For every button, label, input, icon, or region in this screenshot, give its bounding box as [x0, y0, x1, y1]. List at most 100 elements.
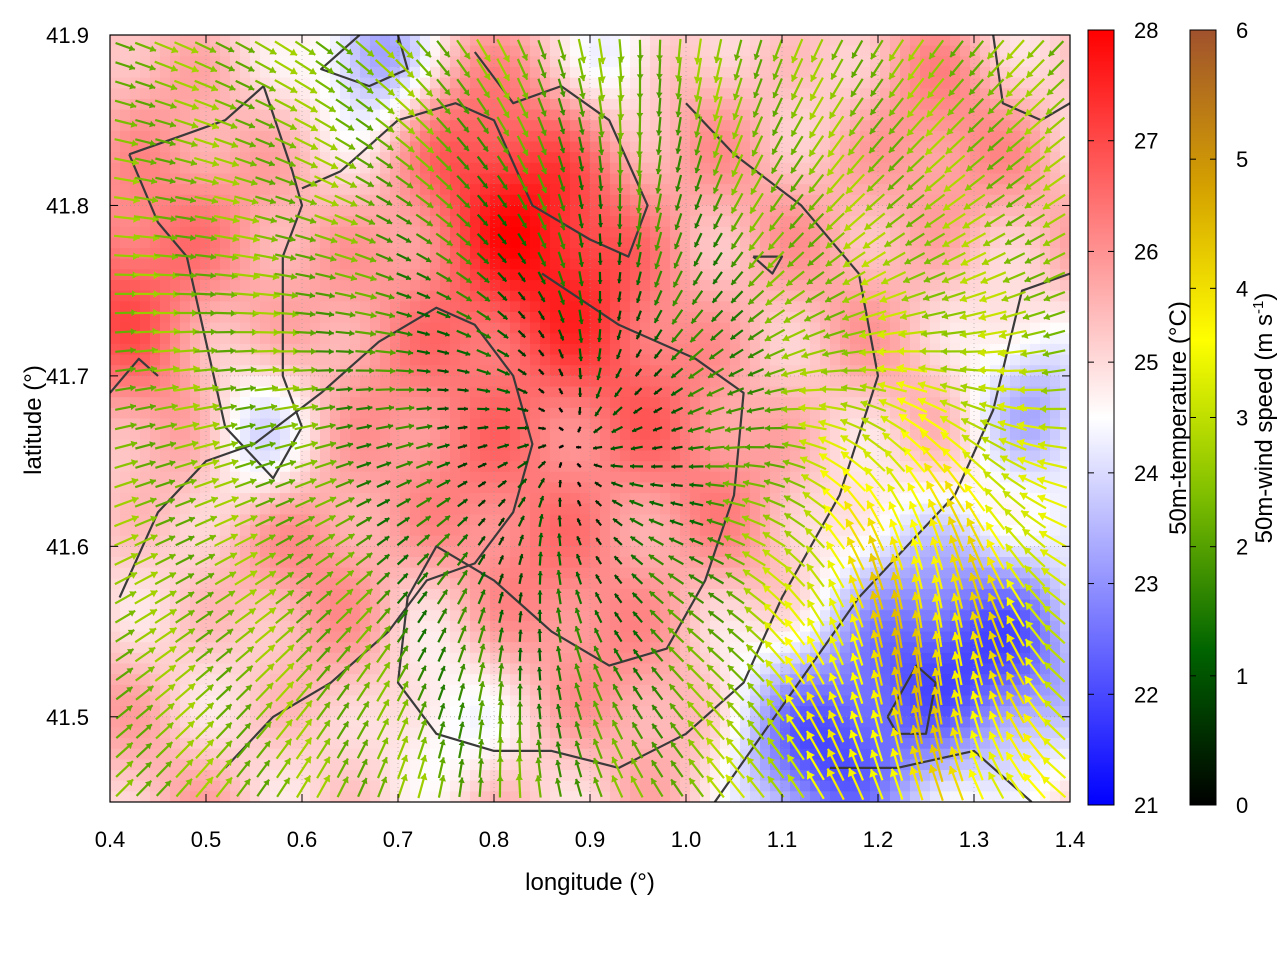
heatmap-cell [640, 450, 651, 462]
heatmap-cell [260, 482, 271, 494]
heatmap-cell [880, 66, 891, 79]
heatmap-cell [870, 567, 881, 579]
heatmap-cell [750, 280, 761, 292]
heatmap-cell [250, 418, 261, 430]
heatmap-cell [180, 88, 191, 100]
heatmap-cell [640, 237, 651, 249]
heatmap-cell [180, 578, 191, 590]
heatmap-cell [460, 546, 471, 558]
heatmap-cell [790, 556, 801, 569]
heatmap-cell [300, 109, 311, 121]
heatmap-cell [790, 343, 801, 356]
heatmap-cell [810, 418, 821, 430]
heatmap-cell [920, 322, 931, 334]
heatmap-cell [870, 248, 881, 260]
heatmap-cell [990, 130, 1001, 143]
heatmap-cell [340, 482, 351, 494]
heatmap-cell [370, 461, 381, 473]
heatmap-cell [270, 120, 281, 132]
heatmap-cell [680, 354, 691, 366]
heatmap-cell [750, 77, 761, 89]
heatmap-cell [950, 386, 961, 398]
heatmap-cell [840, 237, 851, 249]
heatmap-cell [820, 237, 831, 249]
heatmap-cell [220, 375, 231, 388]
heatmap-cell [200, 237, 211, 249]
heatmap-cell [1030, 418, 1041, 430]
heatmap-cell [680, 216, 691, 228]
heatmap-cell [510, 184, 521, 196]
heatmap-cell [450, 162, 461, 175]
heatmap-cell [630, 386, 641, 398]
heatmap-cell [500, 493, 511, 505]
heatmap-cell [140, 322, 151, 334]
heatmap-cell [390, 184, 401, 196]
heatmap-cell [660, 514, 671, 526]
heatmap-cell [550, 77, 561, 89]
heatmap-cell [420, 546, 431, 558]
heatmap-cell [1060, 173, 1070, 185]
heatmap-cell [370, 226, 381, 238]
heatmap-cell [380, 567, 391, 579]
heatmap-cell [180, 461, 191, 473]
heatmap-cell [350, 471, 361, 484]
heatmap-cell [590, 205, 601, 217]
heatmap-cell [880, 184, 891, 196]
heatmap-cell [660, 98, 671, 111]
heatmap-cell [910, 248, 921, 260]
heatmap-cell [570, 98, 581, 111]
heatmap-cell [840, 280, 851, 292]
heatmap-cell [320, 375, 331, 388]
heatmap-cell [230, 397, 241, 409]
heatmap-cell [590, 429, 601, 441]
heatmap-cell [530, 439, 541, 452]
heatmap-cell [1020, 556, 1031, 569]
heatmap-cell [570, 35, 581, 47]
heatmap-cell [830, 194, 841, 207]
heatmap-cell [1060, 162, 1070, 175]
heatmap-cell [600, 194, 611, 207]
heatmap-cell [270, 439, 281, 452]
heatmap-cell [920, 567, 931, 579]
heatmap-cell [130, 45, 141, 57]
heatmap-cell [330, 407, 341, 420]
heatmap-cell [510, 567, 521, 579]
heatmap-cell [200, 482, 211, 494]
heatmap-cell [180, 514, 191, 526]
heatmap-cell [540, 77, 551, 89]
heatmap-cell [620, 375, 631, 388]
heatmap-cell [1060, 354, 1070, 366]
heatmap-cell [930, 311, 941, 324]
heatmap-cell [440, 311, 451, 324]
heatmap-cell [540, 173, 551, 185]
heatmap-cell [370, 365, 381, 377]
heatmap-cell [550, 301, 561, 313]
heatmap-cell [530, 386, 541, 398]
heatmap-cell [720, 311, 731, 324]
heatmap-cell [920, 248, 931, 260]
heatmap-cell [610, 56, 621, 68]
heatmap-cell [140, 461, 151, 473]
heatmap-cell [780, 290, 791, 302]
heatmap-cell [570, 280, 581, 292]
heatmap-cell [690, 333, 701, 345]
heatmap-cell [660, 258, 671, 270]
heatmap-cell [220, 482, 231, 494]
heatmap-cell [220, 450, 231, 462]
heatmap-cell [590, 482, 601, 494]
heatmap-cell [670, 56, 681, 68]
heatmap-cell [730, 290, 741, 302]
heatmap-cell [440, 258, 451, 270]
heatmap-cell [1030, 482, 1041, 494]
heatmap-cell [320, 184, 331, 196]
heatmap-cell [720, 130, 731, 143]
heatmap-cell [470, 311, 481, 324]
heatmap-cell [770, 311, 781, 324]
heatmap-cell [900, 333, 911, 345]
heatmap-cell [580, 173, 591, 185]
heatmap-cell [1050, 386, 1061, 398]
heatmap-cell [700, 216, 711, 228]
heatmap-cell [280, 514, 291, 526]
heatmap-cell [690, 205, 701, 217]
heatmap-cell [540, 386, 551, 398]
